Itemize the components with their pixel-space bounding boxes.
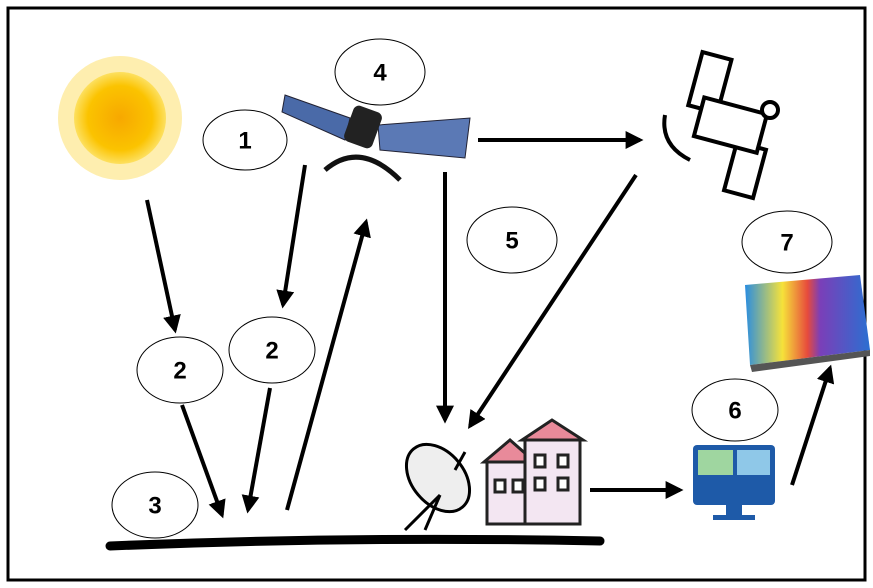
ground-line	[105, 534, 605, 551]
frame	[6, 6, 867, 582]
step-label: 2	[173, 357, 186, 384]
bubble: 1	[202, 109, 288, 171]
bubble: 4	[334, 38, 426, 106]
bubble: 2	[228, 316, 316, 384]
step-label: 6	[728, 397, 741, 424]
bubble: 6	[691, 378, 779, 442]
arrows	[145, 131, 835, 519]
bubble: 5	[466, 206, 558, 274]
bubble: 3	[111, 471, 199, 539]
step-label: 3	[148, 492, 161, 519]
relay-satellite-icon	[662, 49, 780, 201]
step-label: 2	[265, 337, 278, 364]
ground-station-icon	[403, 442, 472, 532]
step-label: 1	[238, 127, 251, 154]
satellite-icon	[281, 94, 471, 182]
monitor-icon	[693, 445, 775, 520]
buildings-icon	[479, 418, 589, 526]
terrain-map-icon	[745, 275, 870, 372]
sun-icon	[58, 56, 182, 180]
step-label: 5	[505, 227, 518, 254]
bubble: 7	[741, 210, 833, 274]
bubble: 2	[136, 336, 224, 404]
step-label: 4	[373, 59, 387, 86]
step-label: 7	[780, 229, 793, 256]
